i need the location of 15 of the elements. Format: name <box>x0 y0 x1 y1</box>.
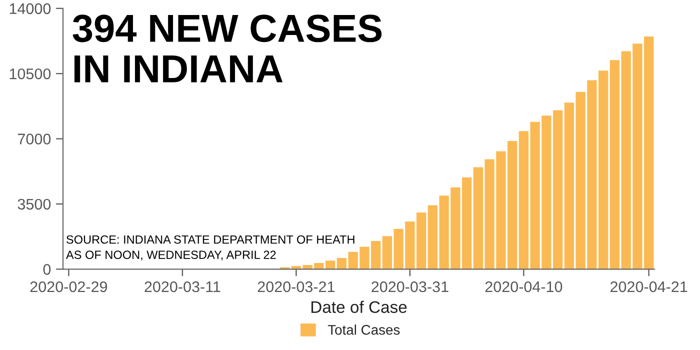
y-tick-label: 3500 <box>18 198 51 210</box>
annotation: SOURCE: INDIANA STATE DEPARTMENT OF HEATH AS OF NOON, WEDNESDAY, APRIL 22 <box>66 235 354 260</box>
legend-label: Total Cases <box>328 324 400 335</box>
x-tick-label: 2020-04-21 <box>610 281 688 292</box>
y-tick-label: 14000 <box>10 3 51 14</box>
x-tick-label: 2020-03-31 <box>372 281 448 292</box>
y-tick-label: 7000 <box>18 134 51 144</box>
x-tick-label: 2020-03-11 <box>144 281 220 292</box>
x-axis-title: Date of Case <box>311 300 407 313</box>
y-tick-label: 0 <box>43 264 51 275</box>
x-tick-label: 2020-04-10 <box>485 281 562 292</box>
x-tick-label: 2020-03-21 <box>258 281 335 292</box>
text: 394 NEW CASES IN INDIANA <box>72 14 382 82</box>
y-tick-label: 10500 <box>10 68 51 80</box>
x-tick-label: 2020-02-29 <box>30 281 108 292</box>
